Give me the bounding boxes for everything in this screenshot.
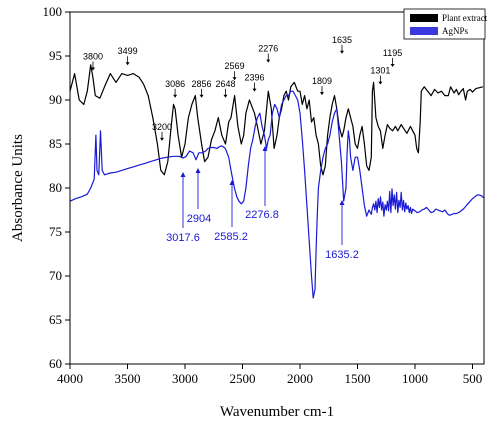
x-tick-label: 1000 — [402, 371, 428, 386]
x-tick-label: 1500 — [345, 371, 371, 386]
peak-label-plant: 1635 — [332, 35, 352, 45]
peak-arrowhead-plant — [232, 77, 237, 81]
peak-arrowhead-plant — [339, 50, 344, 54]
annotation-layer: 3800 3499 3200 3086 2856 2648 2569 2396 2276 1809… — [83, 35, 402, 261]
peak-arrowhead-plant — [252, 88, 257, 92]
y-tick-label: 100 — [43, 4, 63, 19]
peak-label-agnps: 2276.8 — [245, 209, 279, 221]
peak-arrowhead-plant — [160, 137, 164, 141]
legend-label-agnps: AgNPs — [442, 26, 469, 36]
series-line-agnps — [69, 90, 484, 299]
peak-label-plant: 2396 — [244, 73, 264, 83]
peak-arrowhead-plant — [223, 94, 228, 98]
peak-label-agnps: 2585.2 — [214, 231, 248, 243]
peak-arrowhead-plant — [199, 94, 204, 98]
peak-arrowhead-plant — [125, 62, 130, 66]
peak-label-plant: 3499 — [118, 46, 138, 56]
y-tick-label: 95 — [49, 48, 62, 63]
peak-label-plant: 3086 — [165, 79, 185, 89]
peak-arrowhead-plant — [319, 92, 324, 96]
peak-label-plant: 3800 — [83, 52, 103, 62]
peak-arrowhead-agnps — [339, 200, 345, 205]
y-tick-label: 90 — [49, 92, 62, 107]
series-line-plant-extract — [69, 64, 484, 176]
peak-arrowhead-plant — [91, 67, 95, 71]
peak-label-agnps: 2904 — [187, 213, 211, 225]
peak-label-plant: 1809 — [312, 76, 332, 86]
peak-label-plant: 2569 — [225, 61, 245, 71]
x-tick-label: 2500 — [230, 371, 256, 386]
peak-label-plant: 2648 — [215, 79, 235, 89]
y-tick-label: 70 — [49, 268, 62, 283]
x-tick-label: 3000 — [172, 371, 198, 386]
y-tick-label: 75 — [49, 224, 62, 239]
peak-label-plant: 1195 — [383, 48, 402, 58]
peak-label-plant: 3200 — [152, 122, 172, 132]
legend-swatch-agnps — [410, 27, 438, 35]
x-tick-label: 2000 — [287, 371, 313, 386]
y-tick-label: 85 — [49, 136, 62, 151]
legend-label-plant: Plant extract — [442, 13, 488, 23]
peak-arrowhead-plant — [378, 81, 383, 85]
legend: Plant extract AgNPs — [403, 8, 488, 40]
peak-label-plant: 2276 — [258, 44, 278, 54]
peak-arrowhead-agnps — [229, 180, 235, 185]
peak-arrowhead-agnps — [262, 146, 268, 151]
x-tick-label: 500 — [463, 371, 483, 386]
peak-arrowhead-agnps — [195, 168, 201, 173]
peak-label-agnps: 3017.6 — [166, 232, 200, 244]
y-axis-title: Absorbance Units — [10, 134, 26, 242]
x-tick-label: 4000 — [57, 371, 83, 386]
peak-arrowhead-plant — [173, 94, 178, 98]
peak-arrowhead-plant — [266, 59, 271, 63]
y-tick-label: 65 — [49, 312, 62, 327]
series-layer — [69, 64, 484, 299]
peak-arrowhead-agnps — [180, 172, 186, 177]
y-tick-label: 60 — [49, 356, 62, 371]
peak-label-plant: 1301 — [370, 66, 390, 76]
x-tick-label: 3500 — [115, 371, 141, 386]
peak-arrowhead-plant — [390, 64, 395, 67]
y-tick-label: 80 — [49, 180, 62, 195]
legend-swatch-plant — [410, 14, 438, 22]
axis-layer: 60 65 70 75 80 85 90 95 100 4000 3500 3000 2500 2000 1… — [43, 4, 483, 386]
peak-label-plant: 2856 — [192, 79, 212, 89]
x-axis-title: Wavenumber cm-1 — [220, 404, 334, 420]
peak-label-agnps: 1635.2 — [325, 249, 359, 261]
